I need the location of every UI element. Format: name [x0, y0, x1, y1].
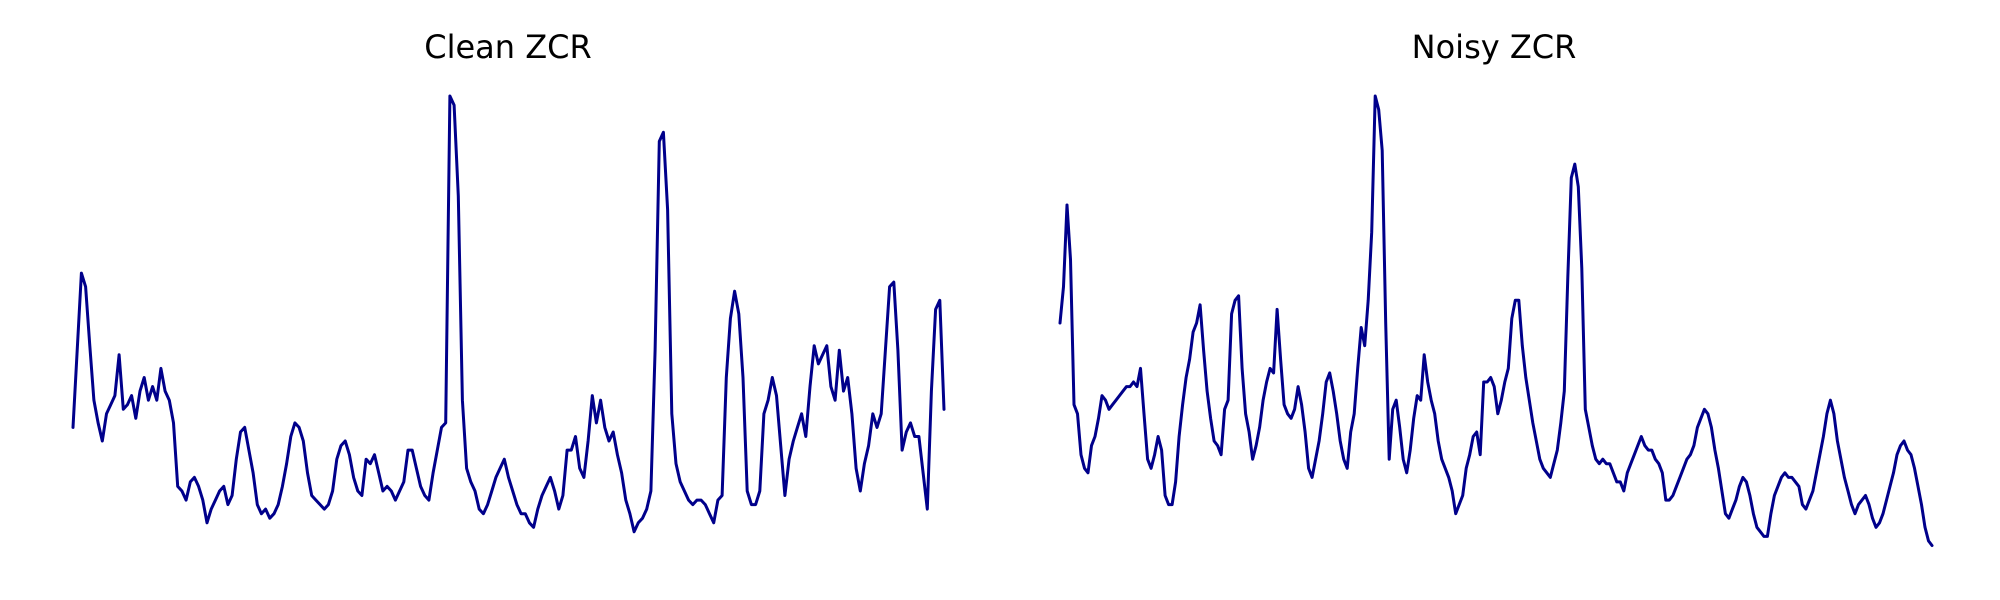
noisy-zcr-line	[1058, 94, 1934, 547]
noisy-zcr-panel: Noisy ZCR	[1058, 28, 1934, 547]
clean-zcr-panel: Clean ZCR	[71, 28, 946, 534]
noisy-zcr-title: Noisy ZCR	[1412, 28, 1577, 66]
clean-zcr-title: Clean ZCR	[424, 28, 591, 66]
clean-zcr-line	[71, 94, 946, 534]
